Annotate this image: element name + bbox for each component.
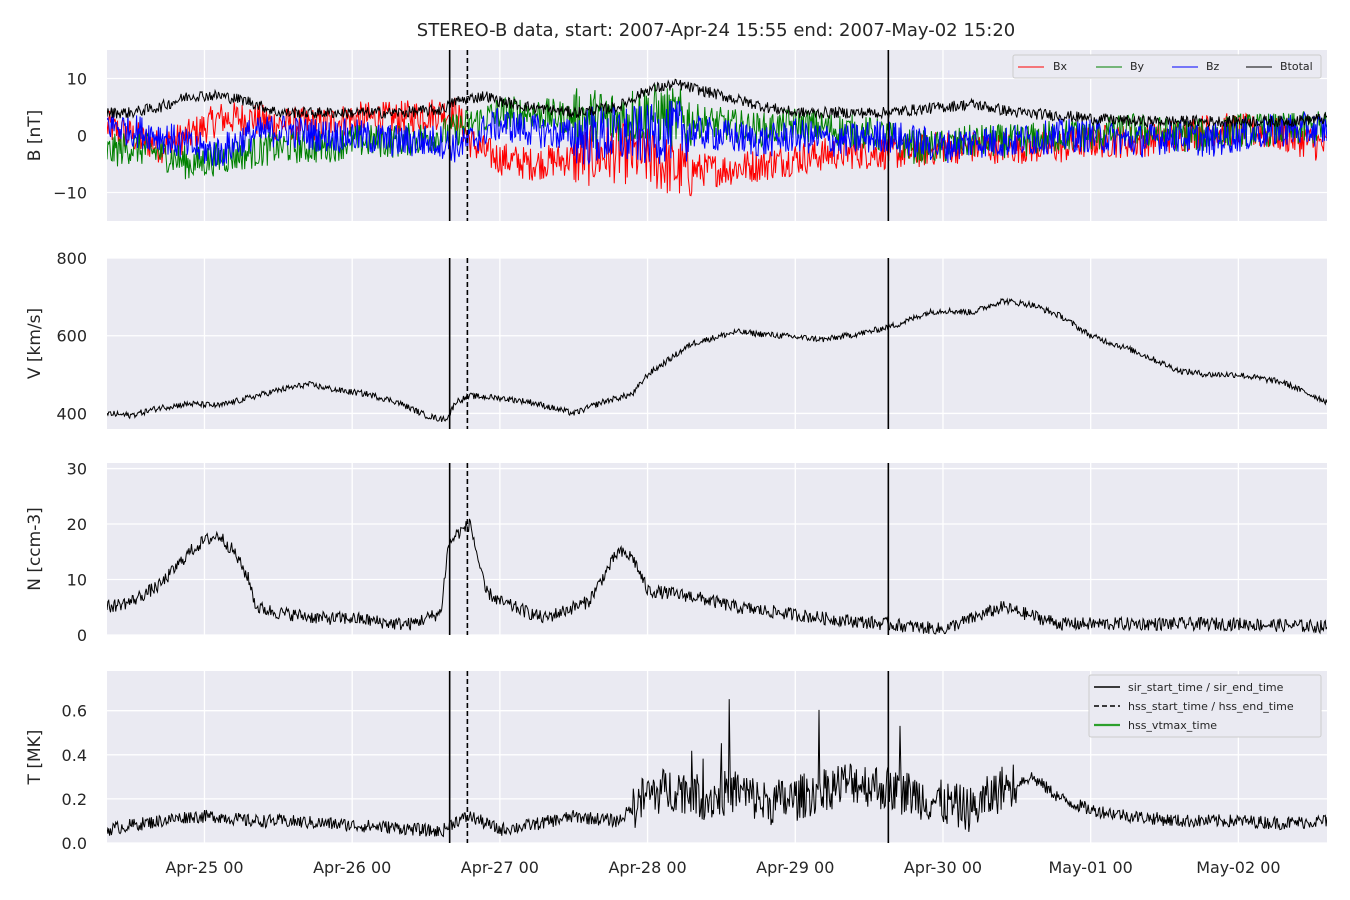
series-line-n <box>107 518 1327 635</box>
y-axis-label: N [ccm-3] <box>25 507 45 591</box>
series-line-btotal <box>107 78 1327 128</box>
panel-v: 400 600 800 V [km/s] <box>25 249 1327 429</box>
x-tick-label: May-01 00 <box>1048 858 1132 877</box>
y-tick-label: 20 <box>67 515 87 534</box>
panel-background <box>107 463 1327 635</box>
x-tick-label: Apr-26 00 <box>313 858 391 877</box>
y-tick-label: 0 <box>77 626 87 645</box>
legend-bz-label: Bz <box>1206 60 1220 73</box>
legend-vtmax-label: hss_vtmax_time <box>1128 719 1217 732</box>
legend-t-frame <box>1088 674 1322 738</box>
y-tick-label: 0.4 <box>62 746 87 765</box>
panel-background <box>107 258 1327 429</box>
series-line-bz <box>107 100 1327 167</box>
y-tick-label: 0 <box>77 127 87 146</box>
series-line-bx <box>107 97 1327 197</box>
series-line-t <box>107 699 1327 838</box>
x-axis-ticks: Apr-25 00 Apr-26 00 Apr-27 00 Apr-28 00 Apr-… <box>165 858 1280 877</box>
y-tick-label: 800 <box>56 249 87 268</box>
y-tick-label: −10 <box>53 184 87 203</box>
y-axis-label: V [km/s] <box>25 308 45 379</box>
legend-b-frame <box>1012 54 1322 79</box>
y-tick-label: 0.6 <box>62 702 87 721</box>
x-tick-label: Apr-28 00 <box>608 858 686 877</box>
panel-n: 0 10 20 30 N [ccm-3] <box>25 460 1327 645</box>
legend-btotal-label: Btotal <box>1280 60 1313 73</box>
x-tick-label: Apr-27 00 <box>461 858 539 877</box>
y-tick-label: 0.2 <box>62 790 87 809</box>
x-tick-label: May-02 00 <box>1196 858 1280 877</box>
x-tick-label: Apr-25 00 <box>165 858 243 877</box>
y-tick-label: 600 <box>56 327 87 346</box>
legend-b-panel: Bx By Bz Btotal <box>1012 54 1322 79</box>
legend-by-label: By <box>1130 60 1145 73</box>
y-axis-label: T [MK] <box>25 730 45 786</box>
y-tick-label: 10 <box>67 70 87 89</box>
y-tick-label: 10 <box>67 571 87 590</box>
x-tick-label: Apr-30 00 <box>904 858 982 877</box>
y-tick-label: 400 <box>56 404 87 423</box>
y-tick-label: 30 <box>67 460 87 479</box>
y-tick-label: 0.0 <box>62 834 87 853</box>
legend-hss-label: hss_start_time / hss_end_time <box>1128 700 1294 713</box>
y-axis-label: B [nT] <box>25 110 45 162</box>
x-tick-label: Apr-29 00 <box>756 858 834 877</box>
legend-bx-label: Bx <box>1053 60 1068 73</box>
legend-t-panel: sir_start_time / sir_end_time hss_start_… <box>1088 674 1322 738</box>
legend-sir-label: sir_start_time / sir_end_time <box>1128 681 1284 694</box>
series-line-v <box>107 297 1327 422</box>
figure-title: STEREO-B data, start: 2007-Apr-24 15:55 … <box>417 20 1015 41</box>
